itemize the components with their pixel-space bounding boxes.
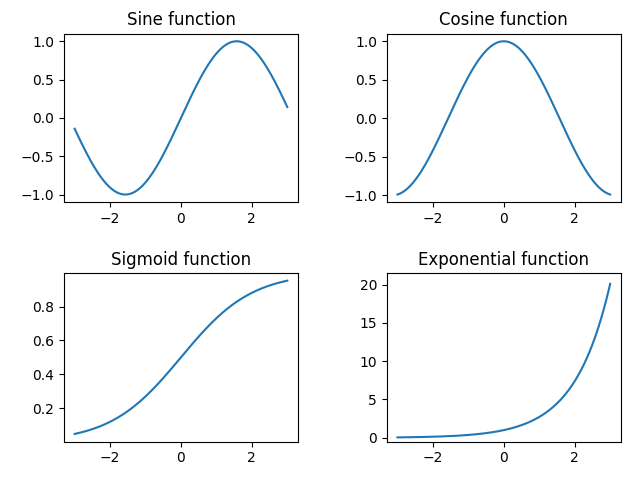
Title: Cosine function: Cosine function [440,11,568,29]
Title: Sigmoid function: Sigmoid function [111,251,251,269]
Title: Sine function: Sine function [127,11,236,29]
Title: Exponential function: Exponential function [419,251,589,269]
